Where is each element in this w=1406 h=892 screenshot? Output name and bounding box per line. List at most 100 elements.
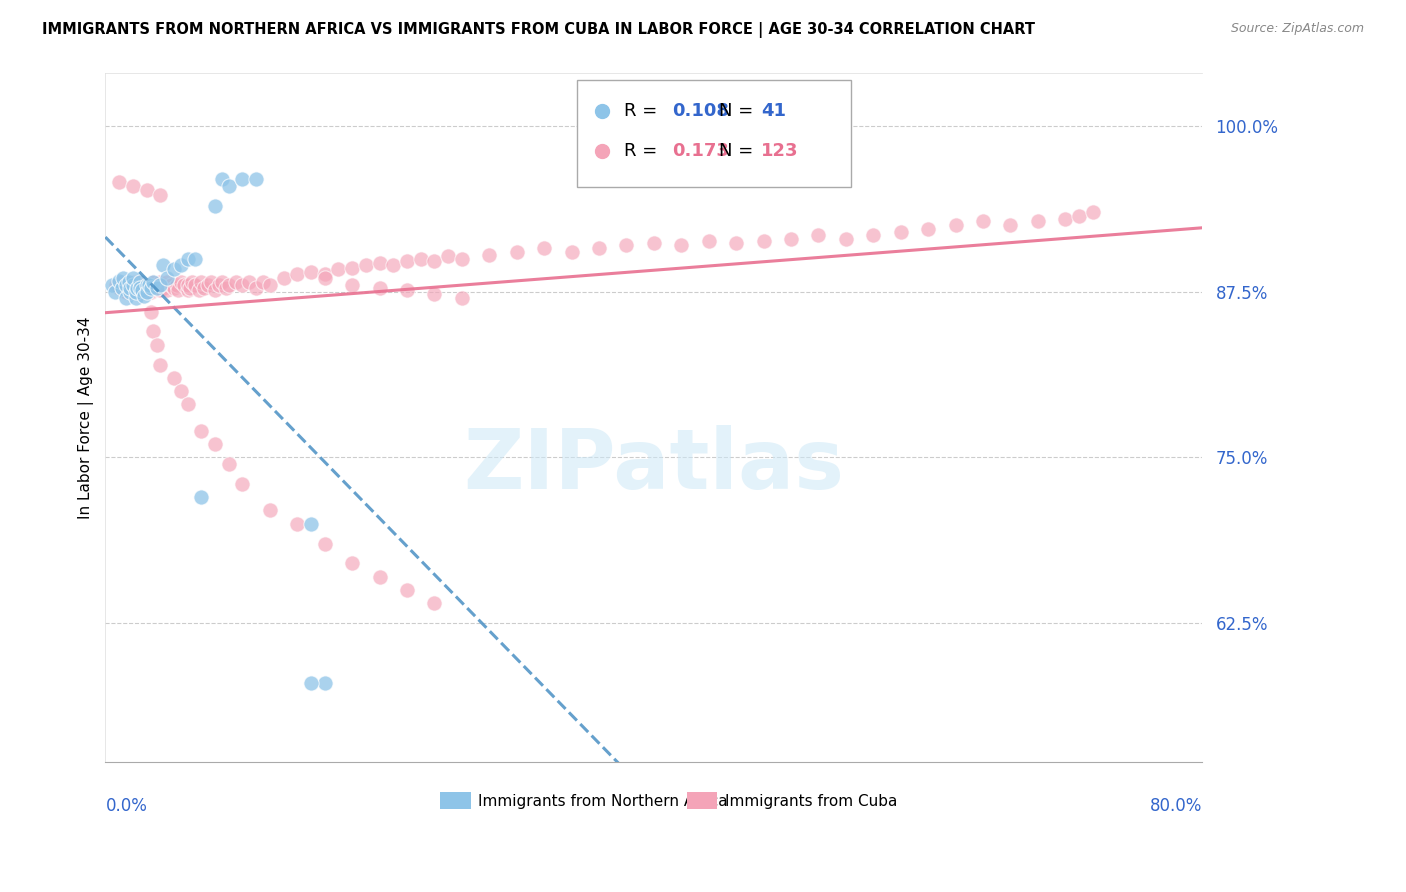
Point bbox=[128, 278, 150, 293]
Point bbox=[121, 285, 143, 299]
Point bbox=[409, 252, 432, 266]
Point bbox=[643, 235, 665, 250]
Point bbox=[190, 276, 212, 290]
Point bbox=[128, 285, 150, 299]
Point bbox=[231, 172, 253, 186]
Point bbox=[156, 276, 179, 290]
Point bbox=[451, 252, 474, 266]
Point bbox=[204, 198, 226, 212]
Point bbox=[671, 238, 693, 252]
Point bbox=[218, 457, 240, 471]
Point bbox=[354, 258, 377, 272]
Point bbox=[183, 252, 205, 266]
Point bbox=[945, 219, 967, 233]
Point bbox=[533, 241, 555, 255]
Point bbox=[204, 437, 226, 451]
Point bbox=[115, 278, 138, 293]
Point bbox=[115, 278, 138, 293]
Point bbox=[314, 536, 336, 550]
Point bbox=[146, 281, 169, 295]
Point bbox=[180, 276, 202, 290]
Point bbox=[423, 596, 446, 610]
Point bbox=[170, 276, 193, 290]
Point bbox=[299, 675, 322, 690]
Point bbox=[862, 227, 884, 242]
Point bbox=[173, 278, 195, 293]
Point bbox=[285, 516, 308, 531]
Point bbox=[340, 260, 363, 275]
Point bbox=[245, 172, 267, 186]
Point bbox=[187, 284, 209, 298]
Point bbox=[112, 271, 135, 285]
Point bbox=[121, 271, 143, 285]
Point bbox=[135, 278, 157, 293]
Point bbox=[149, 188, 172, 202]
Point bbox=[451, 291, 474, 305]
Point bbox=[506, 244, 529, 259]
Point bbox=[807, 227, 830, 242]
Point bbox=[396, 254, 419, 268]
Text: R =: R = bbox=[624, 102, 664, 120]
Point bbox=[259, 503, 281, 517]
Point bbox=[396, 582, 419, 597]
Point bbox=[142, 325, 165, 339]
Point bbox=[328, 262, 350, 277]
Point bbox=[121, 276, 143, 290]
Point bbox=[368, 281, 391, 295]
Point bbox=[128, 281, 150, 295]
Point bbox=[128, 276, 150, 290]
Point bbox=[259, 278, 281, 293]
Point bbox=[176, 252, 198, 266]
Point bbox=[132, 278, 155, 293]
Point bbox=[382, 258, 405, 272]
Point bbox=[697, 235, 720, 249]
Point bbox=[156, 284, 179, 298]
Point bbox=[285, 268, 308, 282]
Point bbox=[340, 278, 363, 293]
Point bbox=[135, 285, 157, 299]
Point bbox=[314, 271, 336, 285]
Point bbox=[108, 175, 131, 189]
Point bbox=[588, 241, 610, 255]
Point bbox=[139, 281, 162, 295]
Point bbox=[193, 281, 215, 295]
Point bbox=[299, 265, 322, 279]
Point bbox=[1067, 209, 1090, 223]
Point bbox=[170, 384, 193, 398]
Point bbox=[190, 424, 212, 438]
Point bbox=[118, 276, 141, 290]
Point bbox=[124, 278, 146, 293]
Point bbox=[124, 291, 146, 305]
Point bbox=[368, 569, 391, 583]
Point bbox=[139, 285, 162, 299]
Point bbox=[215, 281, 238, 295]
Point bbox=[176, 278, 198, 293]
Text: 0.0%: 0.0% bbox=[105, 797, 148, 814]
Point bbox=[917, 222, 939, 236]
Point bbox=[197, 278, 219, 293]
Point bbox=[128, 281, 150, 295]
Point bbox=[1081, 205, 1104, 219]
Point bbox=[725, 235, 748, 250]
Text: 0.108: 0.108 bbox=[672, 102, 730, 120]
Point bbox=[101, 278, 124, 293]
Point bbox=[163, 371, 186, 385]
Point bbox=[1054, 211, 1077, 226]
Point bbox=[139, 278, 162, 293]
FancyBboxPatch shape bbox=[576, 80, 851, 186]
Point bbox=[231, 476, 253, 491]
Point bbox=[104, 285, 127, 299]
Point bbox=[231, 278, 253, 293]
Point bbox=[111, 276, 134, 290]
Point bbox=[139, 304, 162, 318]
Point bbox=[149, 276, 172, 290]
Text: Immigrants from Northern Africa: Immigrants from Northern Africa bbox=[478, 794, 728, 809]
Point bbox=[340, 557, 363, 571]
Point bbox=[176, 284, 198, 298]
Point bbox=[204, 284, 226, 298]
Point bbox=[127, 276, 149, 290]
Text: Immigrants from Cuba: Immigrants from Cuba bbox=[725, 794, 897, 809]
Point bbox=[156, 271, 179, 285]
Bar bbox=[686, 792, 717, 809]
Point bbox=[211, 172, 233, 186]
